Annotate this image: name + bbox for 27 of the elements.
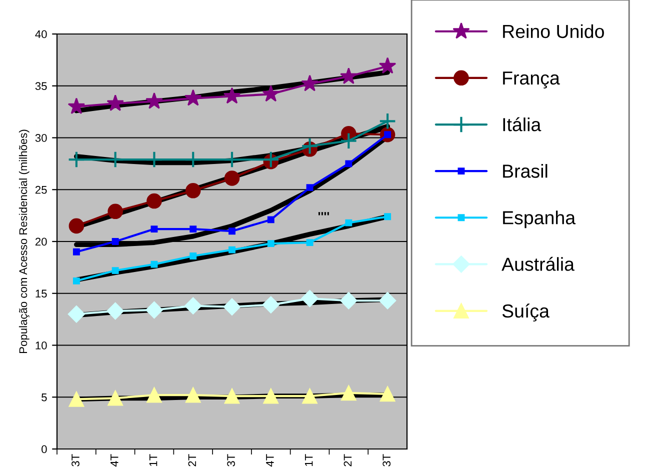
y-tick-label: 40 xyxy=(35,30,47,38)
y-tick-label: 20 xyxy=(35,238,47,246)
y-tick-label: 35 xyxy=(35,82,47,90)
y-tick-label: 25 xyxy=(35,186,47,194)
x-tick-label: 4T xyxy=(266,454,274,467)
legend-label: Brasil xyxy=(503,164,548,178)
x-tick-label: 3T xyxy=(227,454,235,466)
x-tick-label: 1T xyxy=(149,454,158,466)
x-tick-label: 4T xyxy=(110,454,118,467)
annotation: '''' xyxy=(318,212,329,216)
x-tick-label: 2T xyxy=(344,454,352,466)
y-axis-title: População com Acesso Residencial (milhões) xyxy=(18,130,30,353)
legend-label: França xyxy=(503,72,560,88)
x-tick-label: 3T xyxy=(72,454,80,466)
y-tick-label: 30 xyxy=(35,134,47,142)
y-tick-label: 5 xyxy=(42,394,47,402)
y-tick-label: 15 xyxy=(36,290,47,298)
legend-label: Reino Unido xyxy=(503,24,604,38)
legend-label: Espanha xyxy=(503,210,576,228)
y-tick-label: 0 xyxy=(42,445,47,454)
x-tick-label: 3T xyxy=(382,454,391,466)
x-tick-label: 1T xyxy=(305,454,313,466)
legend-label: Austrália xyxy=(502,256,574,271)
legend-label: Itália xyxy=(503,117,542,132)
y-tick-label: 10 xyxy=(36,342,47,350)
legend-label: Suíça xyxy=(502,304,550,322)
x-tick-label: 2T xyxy=(188,454,196,466)
